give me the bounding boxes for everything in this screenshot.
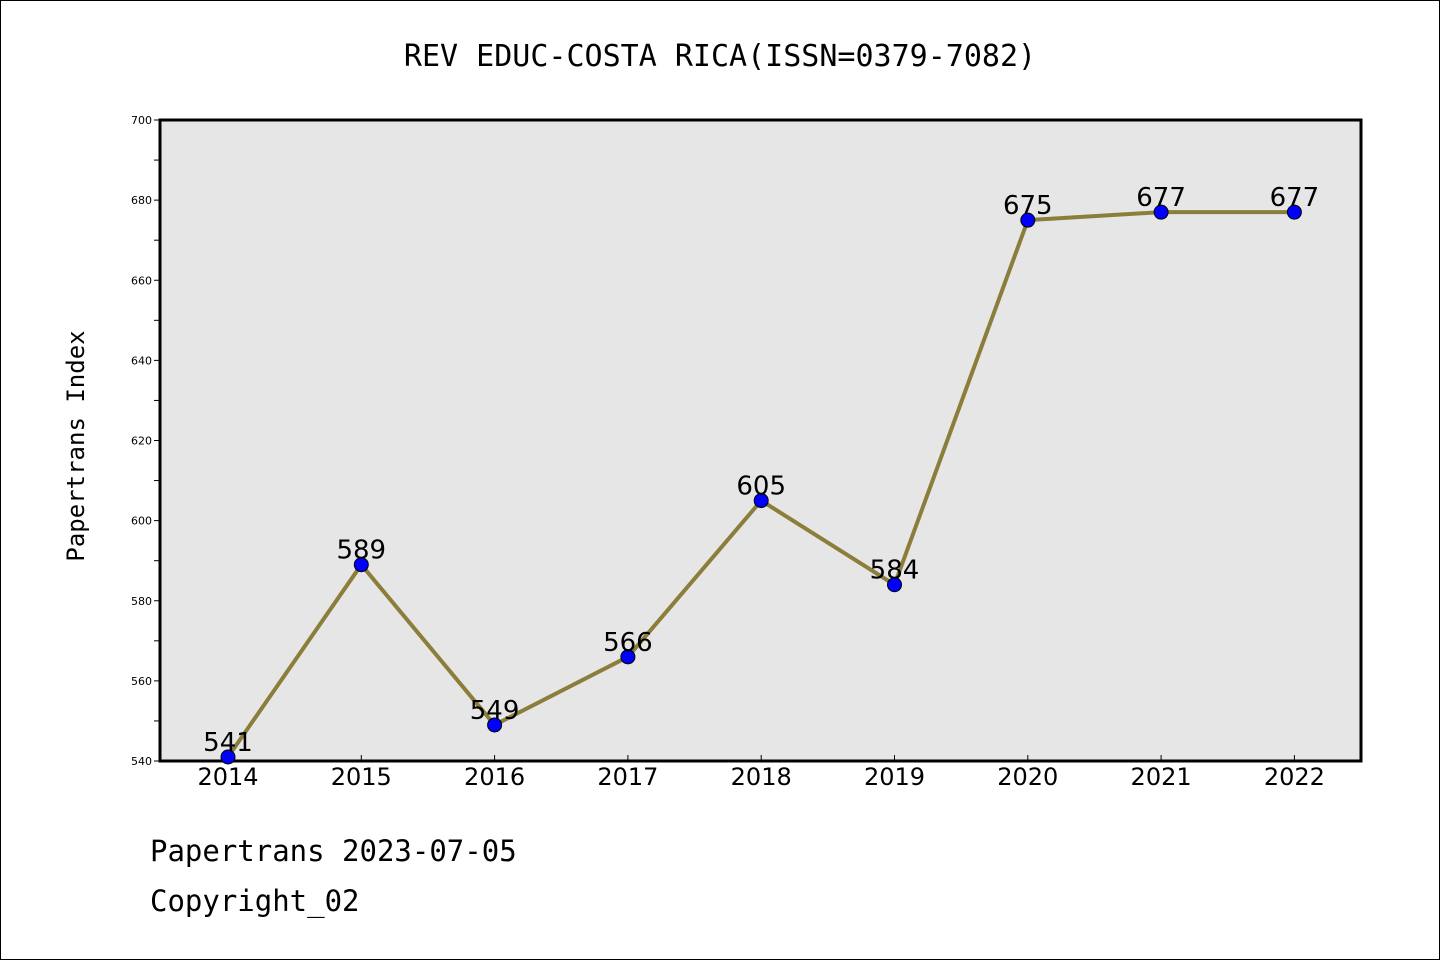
data-label: 549 xyxy=(470,696,520,726)
y-tick-label: 580 xyxy=(131,595,152,608)
data-points-group xyxy=(220,204,1302,765)
data-label: 541 xyxy=(203,728,253,758)
y-tick-label: 600 xyxy=(131,515,152,528)
x-tick-label: 2020 xyxy=(997,763,1058,791)
data-label: 605 xyxy=(736,472,786,502)
data-label: 584 xyxy=(870,556,920,586)
x-axis-ticks: 2014 2015 2016 2017 2018 2019 2020 2021 2022 xyxy=(197,755,1325,791)
x-tick-label: 2016 xyxy=(464,763,525,791)
data-point xyxy=(220,749,236,765)
y-axis-label: Papertrans Index xyxy=(62,330,90,561)
x-tick-label: 2018 xyxy=(731,763,792,791)
x-tick-label: 2022 xyxy=(1264,763,1325,791)
data-labels-group: 541 589 549 566 605 584 675 677 677 xyxy=(203,183,1319,758)
y-axis-ticks: 540 560 580 600 620 640 660 680 700 xyxy=(131,114,160,768)
x-tick-label: 2017 xyxy=(597,763,658,791)
chart-title: REV EDUC-COSTA RICA(ISSN=0379-7082) xyxy=(404,39,1036,74)
data-label: 677 xyxy=(1270,183,1320,213)
data-point xyxy=(620,649,636,665)
y-tick-label: 640 xyxy=(131,354,152,367)
y-tick-label: 680 xyxy=(131,194,152,207)
data-label: 589 xyxy=(336,536,386,566)
data-label: 675 xyxy=(1003,191,1053,221)
data-point xyxy=(1020,212,1036,228)
y-tick-label: 560 xyxy=(131,675,152,688)
data-point xyxy=(487,717,503,733)
data-point xyxy=(753,493,769,509)
x-tick-label: 2021 xyxy=(1131,763,1192,791)
data-point xyxy=(1286,204,1302,220)
x-tick-label: 2019 xyxy=(864,763,925,791)
footer-copyright: Copyright_02 xyxy=(150,884,360,918)
data-label: 566 xyxy=(603,628,653,658)
plot-area xyxy=(158,118,1363,763)
y-tick-label: 620 xyxy=(131,435,152,448)
data-point xyxy=(353,557,369,573)
data-point xyxy=(887,577,902,593)
footer-date: Papertrans 2023-07-05 xyxy=(150,834,517,868)
y-tick-label: 700 xyxy=(131,114,152,127)
y-tick-label: 540 xyxy=(131,755,152,768)
data-label: 677 xyxy=(1136,183,1186,213)
y-tick-label: 660 xyxy=(131,274,152,287)
data-point xyxy=(1153,204,1169,220)
x-tick-label: 2014 xyxy=(197,763,258,791)
x-tick-label: 2015 xyxy=(331,763,392,791)
